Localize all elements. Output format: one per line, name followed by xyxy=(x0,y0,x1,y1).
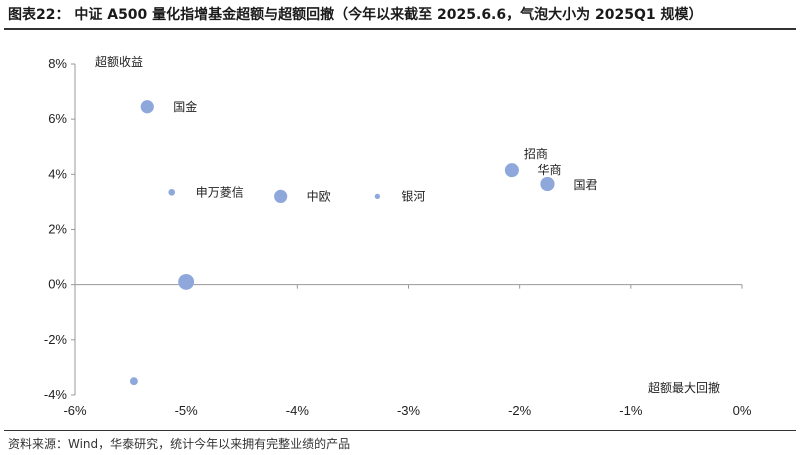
point-label: 华商 xyxy=(537,162,561,177)
title-rule xyxy=(4,28,796,30)
point-label: 国君 xyxy=(573,178,597,192)
x-tick-label: -3% xyxy=(397,403,421,418)
point-label: 申万菱信 xyxy=(196,185,244,199)
y-tick-label: 4% xyxy=(48,166,67,181)
data-point xyxy=(178,273,195,290)
chart-marks xyxy=(129,100,555,386)
x-tick-label: -4% xyxy=(286,403,310,418)
x-tick-label: -6% xyxy=(63,403,87,418)
y-tick-label: 2% xyxy=(48,222,67,237)
chart-title: 图表22： 中证 A500 量化指增基金超额与超额回撤（今年以来截至 2025.… xyxy=(8,7,703,23)
y-axis-label: 超额收益 xyxy=(95,54,143,69)
source-note: 资料来源：Wind，华泰研究，统计今年以来拥有完整业绩的产品 xyxy=(8,437,351,451)
data-point xyxy=(168,188,176,196)
data-point xyxy=(540,176,555,192)
y-tick-label: 0% xyxy=(48,277,67,292)
x-tick-label: -2% xyxy=(508,403,532,418)
data-point xyxy=(504,163,519,178)
point-label: 招商 xyxy=(524,146,548,161)
source-rule xyxy=(4,430,796,431)
point-label: 国金 xyxy=(173,99,197,114)
x-tick-label: -1% xyxy=(619,403,643,418)
chart-axes: -4% -2% 0% 2% 4% 6% 8% -6% -5% -4% -3% -2% -1% 0% xyxy=(44,56,752,418)
x-tick-label: 0% xyxy=(733,403,752,418)
data-point xyxy=(129,377,138,386)
y-tick-label: 8% xyxy=(48,56,67,71)
data-point xyxy=(274,189,288,203)
data-point xyxy=(374,193,381,200)
y-tick-label: -2% xyxy=(44,332,68,347)
x-axis-label: 超额最大回撤 xyxy=(648,380,720,395)
y-tick-label: -4% xyxy=(44,387,68,402)
point-label: 中欧 xyxy=(307,188,331,203)
data-point xyxy=(140,100,154,114)
y-tick-label: 6% xyxy=(48,111,67,126)
x-tick-label: -5% xyxy=(175,403,199,418)
point-label: 银河 xyxy=(401,189,425,203)
